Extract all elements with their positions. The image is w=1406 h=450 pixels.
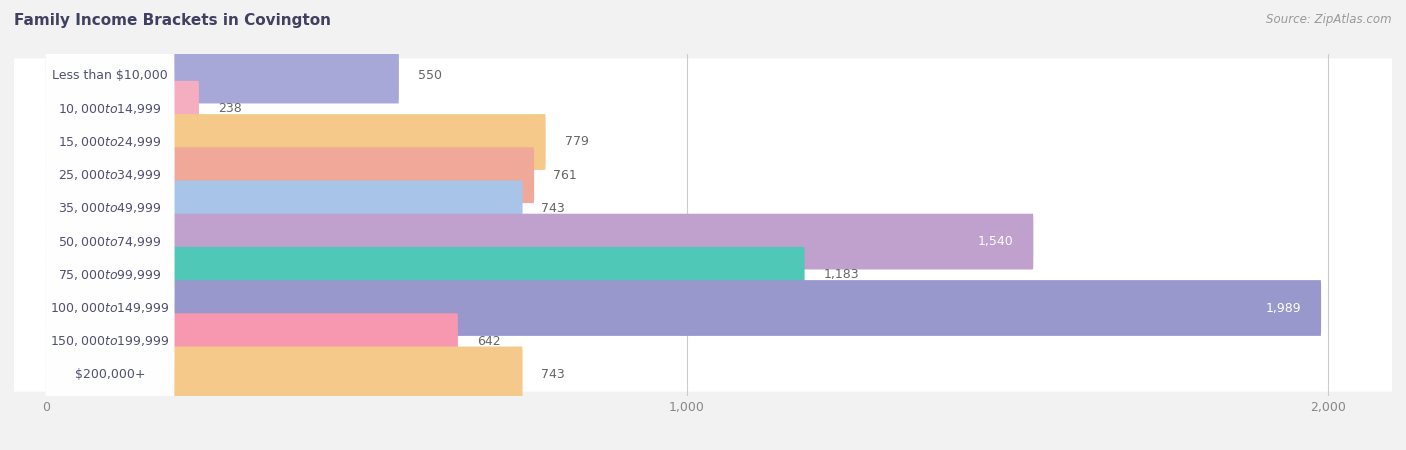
FancyBboxPatch shape [14, 158, 1392, 193]
Text: 642: 642 [477, 335, 501, 348]
FancyBboxPatch shape [45, 266, 174, 450]
FancyBboxPatch shape [46, 147, 534, 203]
Text: $50,000 to $74,999: $50,000 to $74,999 [58, 234, 162, 248]
FancyBboxPatch shape [45, 233, 174, 450]
Text: Source: ZipAtlas.com: Source: ZipAtlas.com [1267, 14, 1392, 27]
FancyBboxPatch shape [46, 48, 399, 104]
Text: $15,000 to $24,999: $15,000 to $24,999 [58, 135, 162, 149]
Text: 1,540: 1,540 [979, 235, 1014, 248]
Text: $25,000 to $34,999: $25,000 to $34,999 [58, 168, 162, 182]
FancyBboxPatch shape [45, 0, 174, 184]
Text: 761: 761 [553, 169, 576, 182]
FancyBboxPatch shape [46, 247, 804, 303]
FancyBboxPatch shape [14, 191, 1392, 225]
Text: 550: 550 [418, 69, 441, 82]
Text: 1,989: 1,989 [1265, 302, 1302, 315]
FancyBboxPatch shape [14, 257, 1392, 292]
FancyBboxPatch shape [45, 166, 174, 383]
FancyBboxPatch shape [46, 180, 523, 236]
Text: $10,000 to $14,999: $10,000 to $14,999 [58, 102, 162, 116]
FancyBboxPatch shape [14, 324, 1392, 359]
FancyBboxPatch shape [46, 346, 523, 402]
Text: $150,000 to $199,999: $150,000 to $199,999 [51, 334, 170, 348]
FancyBboxPatch shape [45, 200, 174, 416]
FancyBboxPatch shape [46, 313, 458, 369]
Text: $200,000+: $200,000+ [75, 368, 145, 381]
FancyBboxPatch shape [46, 280, 1322, 336]
FancyBboxPatch shape [45, 100, 174, 317]
Text: 1,183: 1,183 [824, 268, 859, 281]
FancyBboxPatch shape [46, 214, 1033, 270]
FancyBboxPatch shape [45, 67, 174, 284]
FancyBboxPatch shape [45, 34, 174, 250]
Text: 743: 743 [541, 202, 565, 215]
FancyBboxPatch shape [14, 58, 1392, 93]
FancyBboxPatch shape [46, 114, 546, 170]
Text: 779: 779 [565, 135, 589, 148]
FancyBboxPatch shape [45, 0, 174, 217]
FancyBboxPatch shape [14, 291, 1392, 325]
FancyBboxPatch shape [14, 125, 1392, 159]
FancyBboxPatch shape [14, 225, 1392, 259]
Text: Family Income Brackets in Covington: Family Income Brackets in Covington [14, 14, 330, 28]
Text: 743: 743 [541, 368, 565, 381]
FancyBboxPatch shape [14, 91, 1392, 126]
Text: $35,000 to $49,999: $35,000 to $49,999 [58, 202, 162, 216]
Text: Less than $10,000: Less than $10,000 [52, 69, 167, 82]
FancyBboxPatch shape [14, 357, 1392, 392]
FancyBboxPatch shape [46, 81, 200, 137]
Text: 238: 238 [218, 102, 242, 115]
Text: $75,000 to $99,999: $75,000 to $99,999 [58, 268, 162, 282]
FancyBboxPatch shape [45, 133, 174, 350]
Text: $100,000 to $149,999: $100,000 to $149,999 [51, 301, 170, 315]
